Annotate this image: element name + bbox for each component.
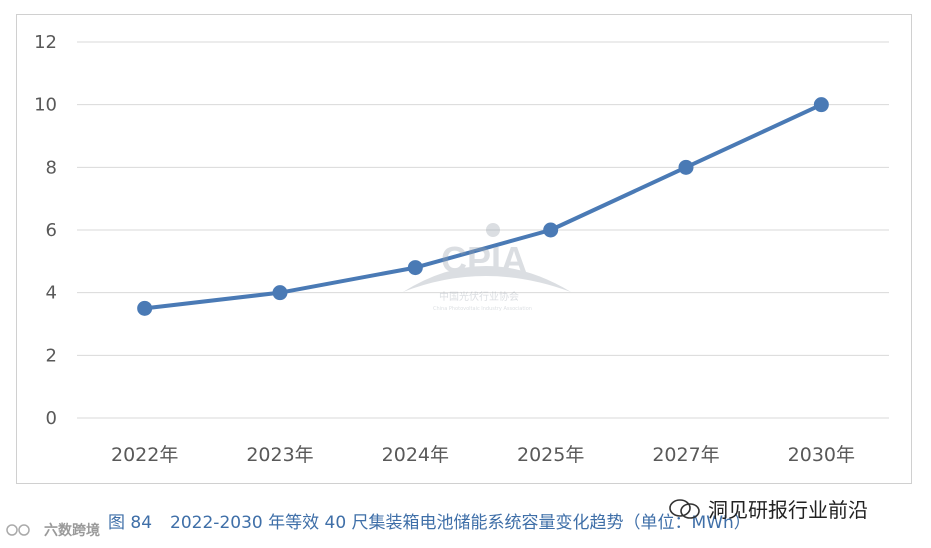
bottom-logo-text: 六数跨境	[44, 523, 100, 539]
watermark-org-en: China Photovoltaic Industry Association	[433, 306, 532, 312]
figure-number: 图 84	[108, 513, 153, 533]
sun-icon	[486, 223, 500, 237]
chart-frame: 0 2 4 6 8 10 12 2022年 2023年 2024年 2025年 2027年 2030年 …	[16, 14, 912, 484]
chart-svg: 0 2 4 6 8 10 12 2022年 2023年 2024年 2025年 2027年 2030年	[34, 32, 889, 466]
y-tick-label: 0	[46, 408, 57, 429]
data-point	[543, 222, 559, 238]
cpia-watermark: CPIA 中国光伏行业协会 China Photovoltaic Industr…	[403, 223, 571, 312]
data-point	[137, 300, 153, 316]
data-point	[678, 159, 694, 175]
x-tick-label: 2023年	[246, 444, 313, 466]
data-point	[813, 97, 829, 113]
wechat-icon	[669, 498, 700, 519]
x-tick-label: 2022年	[111, 444, 178, 466]
data-point	[407, 260, 423, 276]
swoosh-icon	[403, 266, 571, 292]
y-tick-label: 4	[46, 283, 57, 304]
logo-icon	[6, 524, 30, 536]
y-tick-label: 6	[46, 220, 57, 241]
y-tick-label: 12	[34, 32, 57, 53]
y-tick-label: 8	[46, 157, 57, 178]
figure-caption: 图 84 2022-2030 年等效 40 尺集装箱电池储能系统容量变化趋势（单位…	[108, 508, 751, 533]
watermark-brand: CPIA	[441, 239, 527, 280]
y-tick-label: 2	[46, 345, 57, 366]
bottom-left-logo: 六数跨境	[6, 520, 100, 540]
x-tick-label: 2024年	[382, 444, 449, 466]
y-tick-label: 10	[34, 95, 57, 116]
x-tick-label: 2030年	[788, 444, 855, 466]
watermark-org-cn: 中国光伏行业协会	[439, 290, 519, 303]
source-tag-text: 洞见研报行业前沿	[708, 498, 868, 522]
data-point	[272, 285, 288, 301]
figure-title: 2022-2030 年等效 40 尺集装箱电池储能系统容量变化趋势（单位：MWh…	[170, 513, 751, 533]
series-line	[142, 102, 824, 311]
x-tick-label: 2025年	[517, 444, 584, 466]
source-tag: 洞见研报行业前沿	[668, 494, 868, 523]
x-tick-label: 2027年	[652, 444, 719, 466]
